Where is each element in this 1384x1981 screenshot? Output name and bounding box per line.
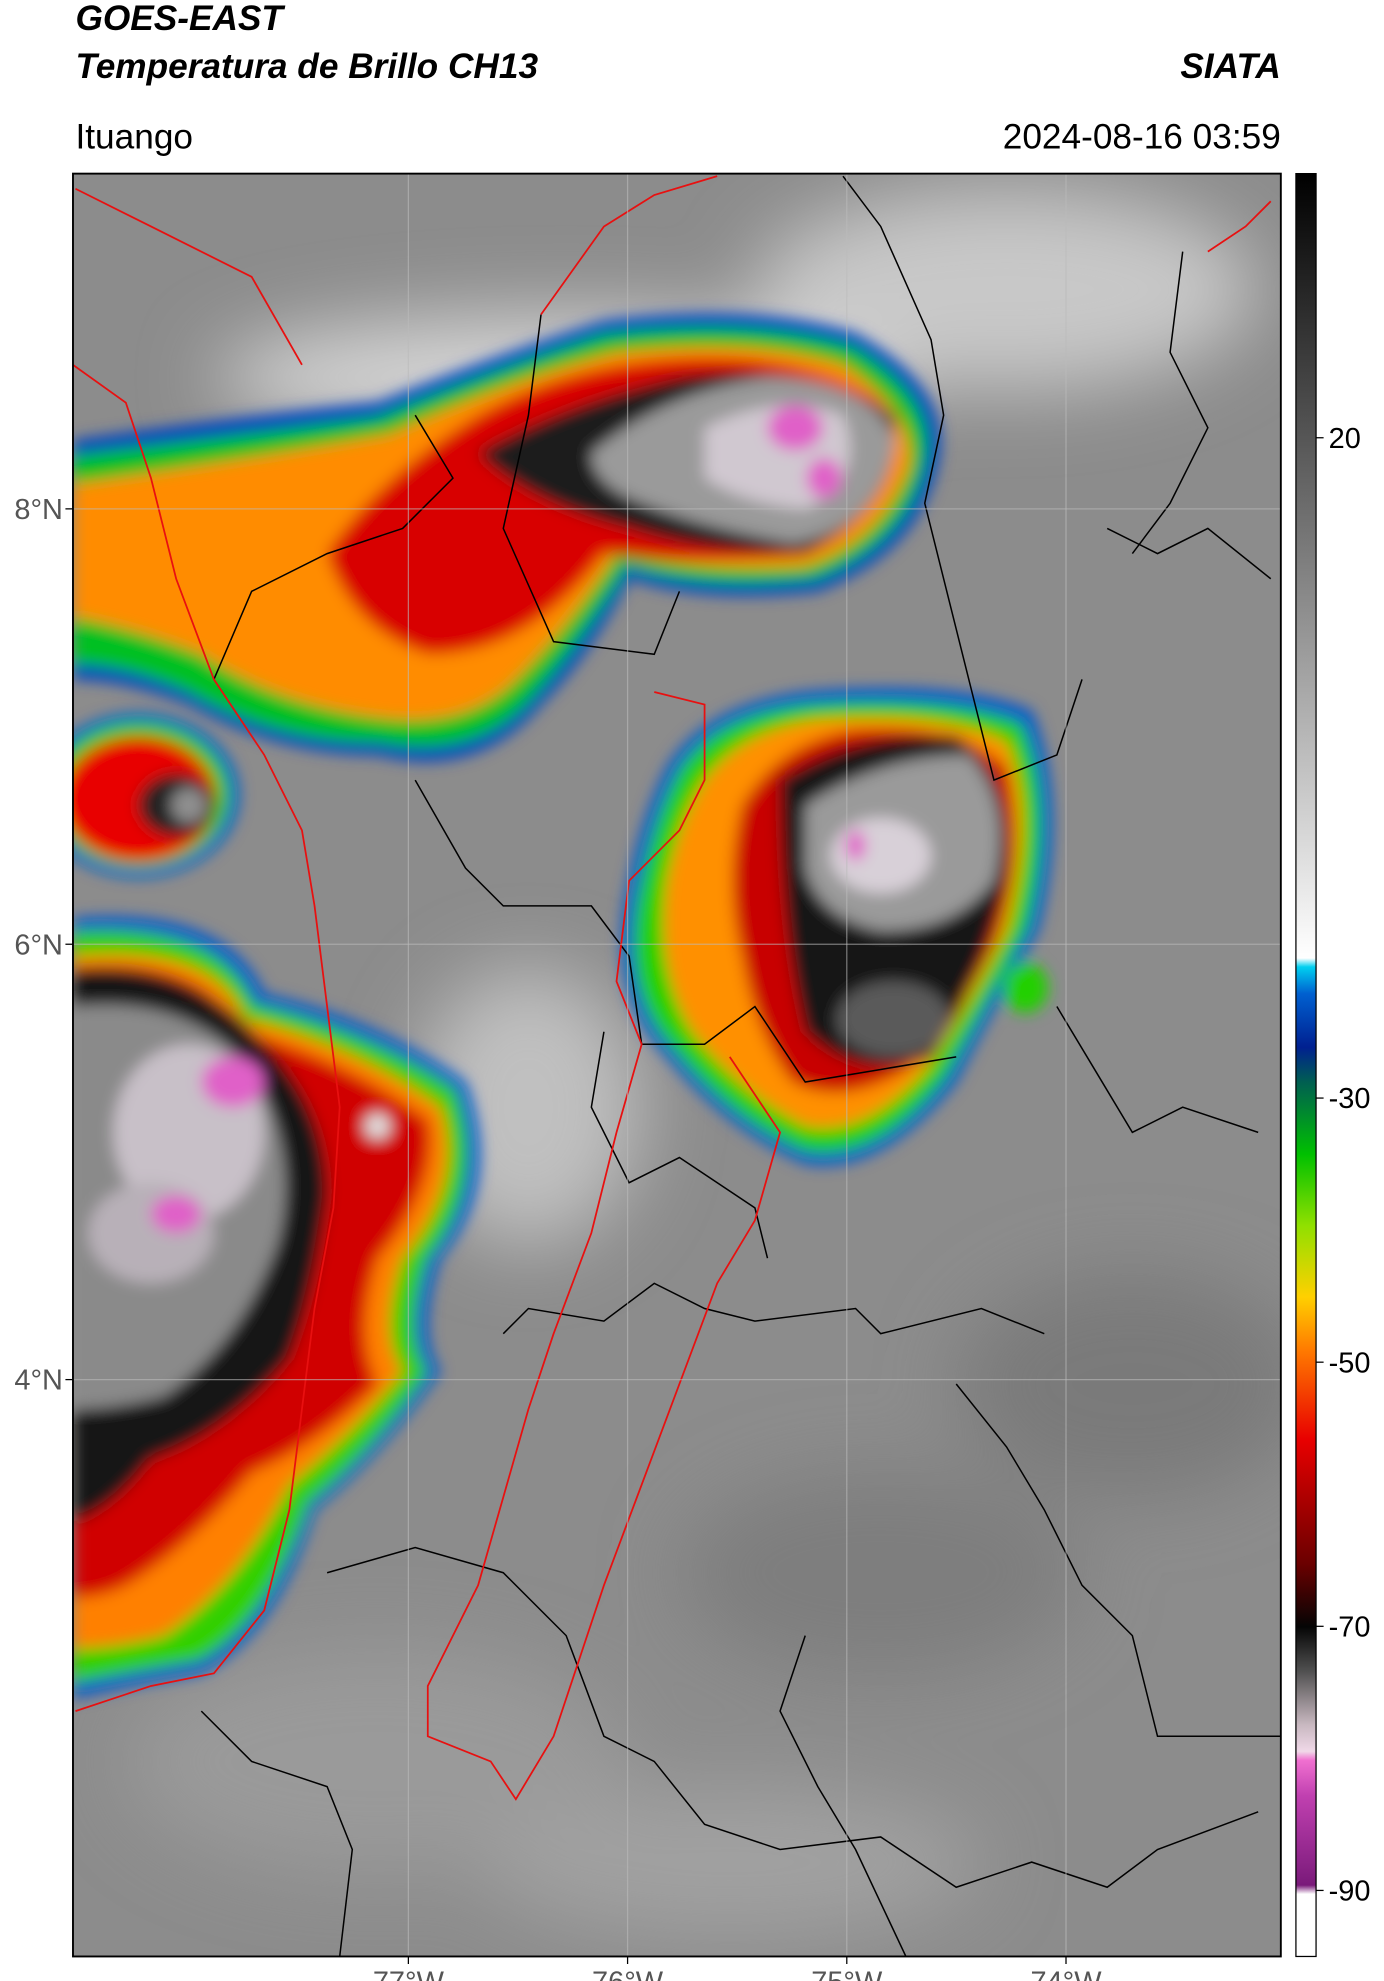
map-frame (72, 172, 1282, 1958)
datetime: 2024-08-16 03:59 (1003, 117, 1281, 156)
x-tick-label: 76°W (592, 1967, 664, 1981)
satellite-image (72, 173, 1281, 1957)
colorbar-tick-label: -30 (1329, 1083, 1371, 1115)
y-tick-label: 8°N (14, 494, 63, 526)
colorbar-tick-label: -50 (1329, 1347, 1371, 1379)
x-tick-label: 74°W (1030, 1967, 1102, 1981)
x-tick-label: 77°W (373, 1967, 445, 1981)
colorbar-tick-label: -70 (1329, 1611, 1371, 1643)
location: Ituango (75, 117, 193, 156)
colorbar-tick-label: -90 (1329, 1876, 1371, 1908)
y-tick-label: 4°N (14, 1365, 63, 1397)
colorbar-tick-label: 20 (1329, 423, 1361, 455)
title: GOES-EAST (75, 0, 285, 38)
source: SIATA (1180, 47, 1280, 86)
grid (72, 173, 1281, 1957)
colorbar (1295, 172, 1317, 1958)
x-tick-label: 75°W (811, 1967, 883, 1981)
region-borders (72, 175, 1272, 1801)
subtitle: Temperatura de Brillo CH13 (75, 47, 538, 86)
y-tick-label: 6°N (14, 929, 63, 961)
